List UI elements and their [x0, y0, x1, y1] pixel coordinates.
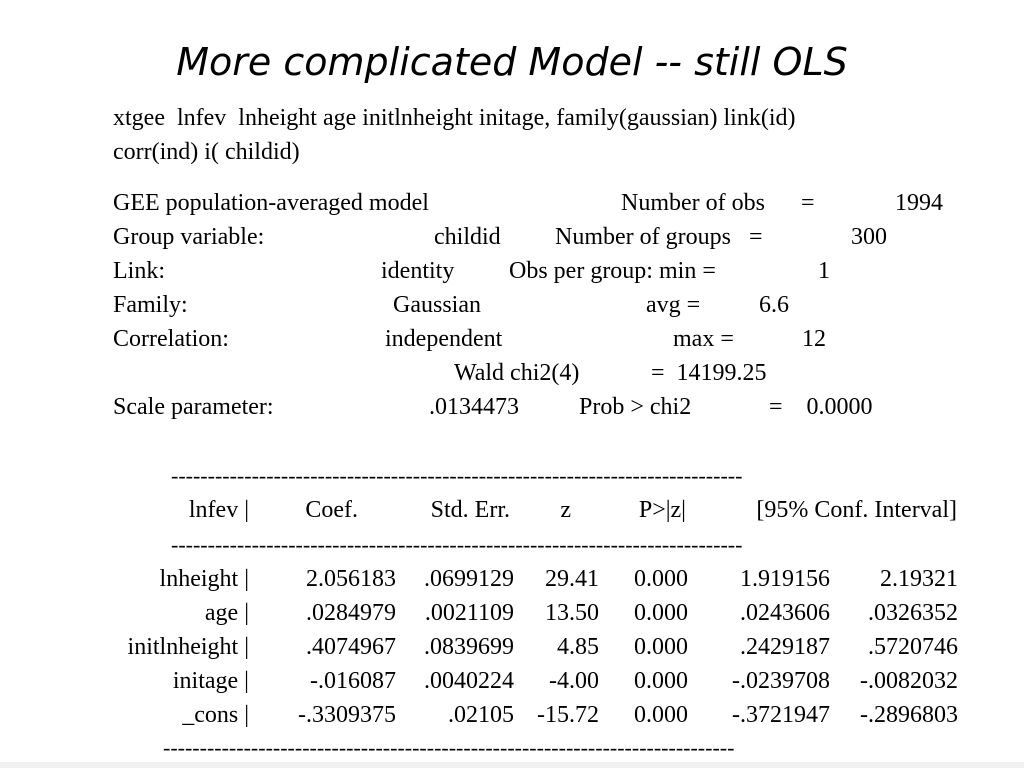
nobs-label: Number of obs = — [621, 190, 815, 216]
cell-ci-high: .5720746 — [868, 634, 958, 660]
prob-value: = 0.0000 — [769, 394, 873, 420]
link-label: Link: — [113, 258, 165, 284]
cell-z: -4.00 — [549, 668, 599, 694]
cell-z: 13.50 — [545, 600, 599, 626]
cell-stderr: .0040224 — [424, 668, 514, 694]
cell-p: 0.000 — [634, 668, 688, 694]
group-label: Group variable: — [113, 224, 265, 250]
cell-var: lnheight | — [159, 566, 249, 592]
header-ci: [95% Conf. Interval] — [756, 497, 957, 523]
cell-ci-high: .0326352 — [868, 600, 958, 626]
cell-var: age | — [204, 600, 249, 626]
cell-stderr: .0021109 — [424, 600, 514, 626]
header-p: P>|z| — [638, 497, 686, 523]
cell-coef: .4074967 — [306, 634, 396, 660]
slide-title: More complicated Model -- still OLS — [176, 40, 848, 84]
scale-value: .0134473 — [429, 394, 519, 420]
command-line-2: corr(ind) i( childid) — [113, 139, 300, 165]
corr-value: independent — [385, 326, 503, 352]
avg-value: 6.6 — [759, 292, 789, 318]
command-line-1: xtgee lnfev lnheight age initlnheight in… — [113, 105, 796, 131]
table-rule-mid: ----------------------------------------… — [171, 532, 743, 557]
cell-z: 4.85 — [557, 634, 599, 660]
table-rule-bottom: ----------------------------------------… — [163, 735, 735, 760]
cell-coef: -.016087 — [310, 668, 396, 694]
header-label: lnfev | — [188, 497, 249, 523]
cell-ci-low: 1.919156 — [740, 566, 830, 592]
header-coef: Coef. — [305, 497, 358, 523]
cell-coef: 2.056183 — [306, 566, 396, 592]
cell-ci-low: -.3721947 — [732, 702, 830, 728]
ngroups-label: Number of groups = — [555, 224, 763, 250]
family-label: Family: — [113, 292, 188, 318]
cell-p: 0.000 — [634, 634, 688, 660]
cell-p: 0.000 — [634, 566, 688, 592]
cell-ci-low: .2429187 — [740, 634, 830, 660]
wald-label: Wald chi2(4) — [454, 360, 580, 386]
cell-ci-low: -.0239708 — [732, 668, 830, 694]
cell-var: _cons | — [182, 702, 249, 728]
ngroups-value: 300 — [851, 224, 887, 250]
cell-p: 0.000 — [634, 702, 688, 728]
cell-stderr: .02105 — [448, 702, 514, 728]
model-label: GEE population-averaged model — [113, 190, 429, 216]
scale-label: Scale parameter: — [113, 394, 274, 420]
bottom-bar — [0, 762, 1024, 768]
cell-z: 29.41 — [545, 566, 599, 592]
cell-ci-high: -.2896803 — [860, 702, 958, 728]
wald-value: = 14199.25 — [651, 360, 767, 386]
table-rule-top: ----------------------------------------… — [171, 463, 743, 488]
max-label: max = — [673, 326, 734, 352]
min-value: 1 — [818, 258, 830, 284]
link-value: identity — [381, 258, 455, 284]
cell-coef: -.3309375 — [298, 702, 396, 728]
header-z: z — [560, 497, 571, 523]
cell-stderr: .0699129 — [424, 566, 514, 592]
cell-var: initage | — [172, 668, 249, 694]
family-value: Gaussian — [393, 292, 481, 318]
cell-z: -15.72 — [537, 702, 599, 728]
cell-ci-low: .0243606 — [740, 600, 830, 626]
avg-label: avg = — [646, 292, 701, 318]
nobs-value: 1994 — [895, 190, 943, 216]
max-value: 12 — [802, 326, 826, 352]
header-stderr: Std. Err. — [430, 497, 510, 523]
min-label: Obs per group: min = — [509, 258, 716, 284]
cell-stderr: .0839699 — [424, 634, 514, 660]
cell-ci-high: 2.19321 — [880, 566, 958, 592]
cell-var: initlnheight | — [127, 634, 249, 660]
cell-ci-high: -.0082032 — [860, 668, 958, 694]
group-value: childid — [434, 224, 501, 250]
prob-label: Prob > chi2 — [579, 394, 692, 420]
cell-coef: .0284979 — [306, 600, 396, 626]
cell-p: 0.000 — [634, 600, 688, 626]
corr-label: Correlation: — [113, 326, 229, 352]
